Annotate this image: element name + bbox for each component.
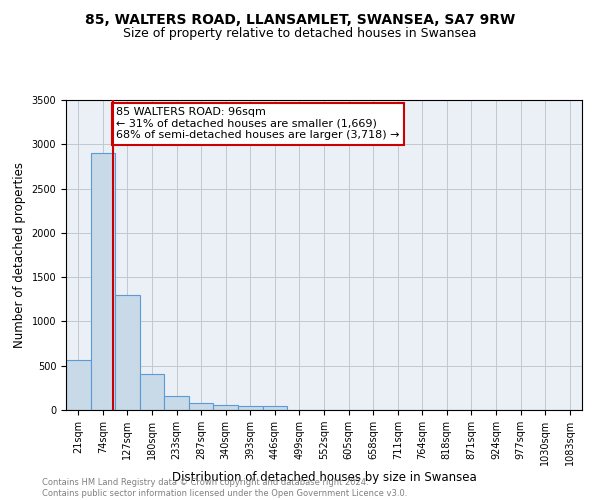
Bar (115, 295, 140, 410)
Bar (238, 406, 263, 410)
Text: 85, WALTERS ROAD, LLANSAMLET, SWANSEA, SA7 9RW: 85, WALTERS ROAD, LLANSAMLET, SWANSEA, S… (85, 12, 515, 26)
Bar (164, 396, 189, 410)
X-axis label: Distribution of detached houses by size in Swansea: Distribution of detached houses by size … (172, 470, 476, 484)
Bar (189, 403, 214, 410)
Bar (140, 374, 164, 410)
Bar (91, 153, 115, 410)
Bar (263, 406, 287, 410)
Y-axis label: Number of detached properties: Number of detached properties (13, 162, 26, 348)
Text: 85 WALTERS ROAD: 96sqm
← 31% of detached houses are smaller (1,669)
68% of semi-: 85 WALTERS ROAD: 96sqm ← 31% of detached… (116, 107, 400, 140)
Text: Size of property relative to detached houses in Swansea: Size of property relative to detached ho… (123, 28, 477, 40)
Bar (66, 360, 91, 410)
Text: Contains HM Land Registry data © Crown copyright and database right 2024.
Contai: Contains HM Land Registry data © Crown c… (42, 478, 407, 498)
Bar (214, 405, 238, 410)
